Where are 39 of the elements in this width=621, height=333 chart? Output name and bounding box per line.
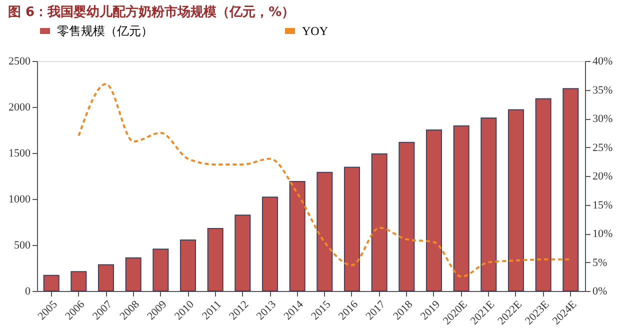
bar [70,271,87,292]
y-tick-label: 2500 [8,56,31,68]
line-series [78,83,572,278]
y-tick-label: 1500 [8,148,31,160]
bar [562,88,579,292]
bar [43,274,60,292]
bar [289,181,306,292]
chart-title: 图 6：我国婴幼儿配方奶粉市场规模（亿元，%） [8,4,295,20]
y2-tick-label: 40% [592,56,613,68]
bar [426,130,442,292]
y-tick-label: 0 [25,286,31,298]
y-tick-label: 1000 [8,194,31,206]
y-tick-label: 500 [14,240,31,252]
bar [344,166,360,292]
bar [535,98,552,292]
bar [398,142,415,292]
legend-label: YOY [302,24,328,38]
y2-tick-label: 20% [592,170,613,182]
bar [207,228,224,292]
y2-tick-label: 15% [592,199,613,212]
y2-tick-label: 5% [592,256,608,269]
bar [234,214,251,292]
y2-tick-label: 35% [592,84,613,96]
y2-tick-label: 0% [592,286,608,298]
bar [371,153,388,292]
bar [152,248,169,292]
bar [316,172,333,292]
y-tick-label: 2000 [8,102,31,114]
y2-tick-label: 30% [592,113,613,125]
y2-tick-label: 10% [592,228,613,240]
bar [98,264,114,292]
bar [453,125,470,292]
bar [180,239,196,292]
y2-tick-label: 25% [592,142,613,154]
legend-label: 零售规模（亿元） [57,24,153,38]
bar [125,257,142,292]
bar [508,109,524,292]
bar [262,196,278,292]
bar [480,118,497,292]
